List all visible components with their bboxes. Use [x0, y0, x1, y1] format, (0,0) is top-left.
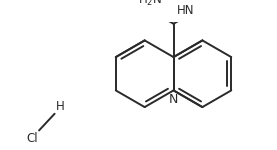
Text: Cl: Cl [26, 132, 38, 145]
Text: H$_2$N: H$_2$N [138, 0, 163, 8]
Text: HN: HN [177, 4, 194, 17]
Text: H: H [56, 100, 65, 113]
Text: N: N [169, 93, 178, 106]
